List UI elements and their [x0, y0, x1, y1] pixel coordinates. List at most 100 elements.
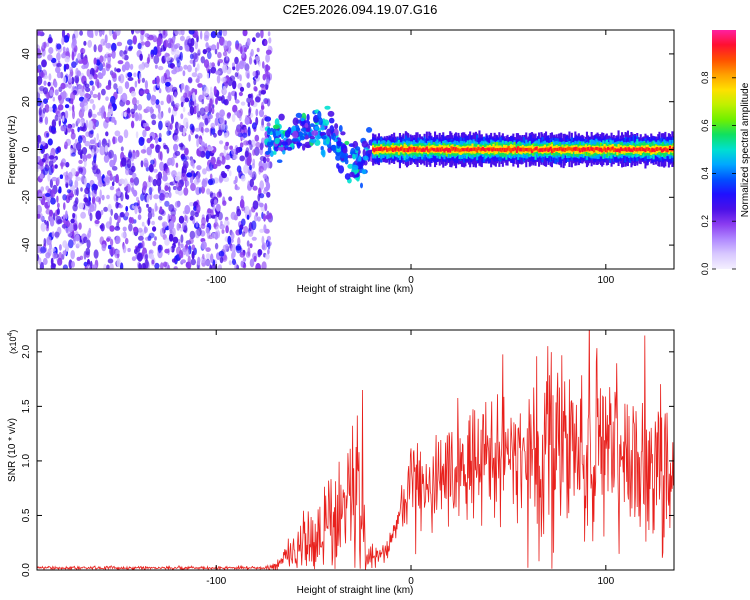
snr-scale-prefix: (x10 [8, 336, 18, 354]
noise-speckle [255, 32, 261, 38]
noise-speckle [208, 95, 214, 101]
noise-speckle [261, 235, 265, 245]
noise-speckle [52, 96, 55, 102]
noise-speckle [196, 63, 200, 71]
noise-speckle [40, 186, 44, 192]
snr-series-line [37, 330, 674, 570]
noise-speckle [71, 61, 77, 68]
snr-scale-exponent: 4 [7, 332, 14, 336]
carrier-band [656, 147, 659, 151]
noise-speckle [56, 176, 61, 186]
noise-speckle [57, 112, 62, 122]
transition-blob [322, 119, 330, 126]
carrier-band [616, 148, 619, 152]
transition-blob [282, 149, 286, 155]
noise-speckle [192, 52, 198, 60]
noise-speckle [183, 64, 188, 70]
noise-speckle [93, 137, 97, 145]
carrier-band [598, 147, 601, 152]
y-tick-label: 20 [21, 96, 32, 108]
noise-speckle [178, 249, 183, 259]
noise-speckle [97, 72, 104, 80]
noise-speckle [178, 65, 183, 72]
noise-speckle [103, 206, 108, 212]
noise-speckle [49, 209, 53, 217]
noise-speckle [173, 143, 179, 152]
carrier-band [552, 148, 555, 153]
carrier-band [524, 148, 527, 151]
noise-speckle [151, 259, 155, 265]
noise-speckle [146, 194, 150, 203]
carrier-band [615, 149, 618, 152]
noise-speckle [163, 144, 168, 150]
carrier-band [589, 146, 592, 151]
carrier-band [583, 147, 586, 152]
carrier-band [539, 148, 542, 152]
carrier-band [460, 147, 463, 152]
x-tick-label: 0 [408, 576, 414, 587]
carrier-band [504, 147, 507, 152]
carrier-band [403, 148, 406, 153]
carrier-band [581, 148, 584, 153]
noise-speckle [150, 54, 154, 60]
noise-speckle [194, 229, 200, 239]
noise-speckle [180, 234, 184, 244]
noise-speckle [57, 219, 63, 224]
noise-speckle [215, 203, 221, 212]
carrier-band [398, 147, 401, 151]
carrier-band [623, 148, 626, 152]
carrier-band [493, 148, 496, 151]
noise-speckle [189, 105, 195, 116]
carrier-band [515, 149, 518, 153]
noise-speckle [38, 257, 42, 266]
noise-speckle [116, 68, 121, 73]
carrier-band [587, 147, 590, 150]
noise-speckle [45, 225, 50, 232]
noise-speckle [51, 176, 58, 182]
noise-speckle [184, 204, 191, 215]
carrier-band [550, 144, 553, 151]
noise-speckle [57, 104, 64, 111]
carrier-band [505, 148, 508, 153]
carrier-band [658, 147, 661, 151]
noise-speckle [80, 211, 86, 219]
carrier-band [657, 148, 660, 151]
colorbar-tick-label: 0.2 [700, 215, 710, 228]
noise-speckle [126, 194, 130, 200]
noise-speckle [194, 127, 201, 132]
carrier-band [417, 148, 420, 152]
noise-speckle [160, 262, 164, 269]
noise-speckle [144, 80, 148, 90]
noise-speckle [171, 258, 176, 263]
noise-speckle [219, 140, 224, 145]
noise-speckle [77, 135, 83, 144]
noise-speckle [85, 87, 91, 93]
noise-speckle [239, 251, 246, 258]
transition-blob [272, 124, 280, 130]
carrier-band [513, 146, 516, 151]
noise-speckle [180, 142, 183, 150]
noise-speckle [67, 195, 73, 201]
noise-speckle [130, 90, 136, 97]
noise-speckle [122, 226, 127, 232]
noise-speckle [109, 263, 114, 269]
noise-speckle [137, 252, 143, 262]
noise-speckle [206, 72, 210, 79]
carrier-band [568, 146, 571, 151]
noise-speckle [45, 193, 51, 197]
noise-speckle [146, 57, 150, 64]
noise-speckle [114, 30, 121, 36]
carrier-band [560, 146, 563, 151]
carrier-band [526, 148, 529, 152]
noise-speckle [200, 141, 205, 147]
noise-speckle [125, 167, 130, 176]
noise-speckle [153, 168, 158, 173]
noise-speckle [210, 122, 216, 129]
noise-speckle [160, 100, 164, 106]
carrier-band [409, 147, 412, 152]
noise-speckle [260, 90, 266, 95]
carrier-band [588, 148, 591, 152]
noise-speckle [93, 185, 97, 195]
noise-speckle [183, 187, 189, 196]
noise-speckle [205, 42, 209, 49]
